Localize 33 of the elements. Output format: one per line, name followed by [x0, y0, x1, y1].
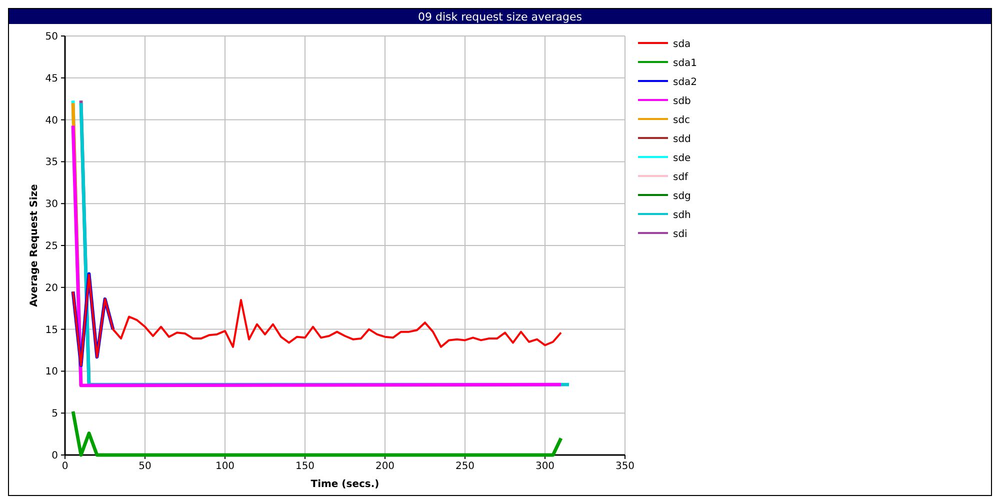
x-tick-label: 50: [138, 461, 152, 472]
legend-label: sdf: [673, 172, 689, 183]
y-axis-title: Average Request Size: [29, 184, 40, 307]
legend-label: sda: [673, 39, 691, 50]
x-axis-title: Time (secs.): [310, 479, 380, 490]
x-tick-label: 250: [455, 461, 475, 472]
x-tick-label: 300: [535, 461, 555, 472]
legend-label: sda2: [673, 77, 698, 88]
y-tick-label: 30: [45, 199, 58, 210]
y-tick-label: 45: [45, 73, 58, 84]
y-tick-label: 0: [52, 450, 58, 462]
y-tick-label: 5: [52, 408, 58, 420]
y-tick-label: 35: [45, 157, 58, 168]
y-tick-label: 50: [45, 32, 58, 42]
legend-label: sdi: [673, 229, 688, 240]
legend-label: sdb: [673, 96, 691, 107]
legend-label: sdh: [673, 210, 691, 221]
x-tick-label: 150: [295, 461, 315, 472]
y-tick-label: 25: [45, 241, 58, 252]
chart-title: 09 disk request size averages: [418, 10, 582, 24]
y-tick-label: 20: [45, 282, 58, 294]
y-tick-label: 40: [45, 115, 58, 126]
x-tick-label: 350: [615, 461, 635, 472]
x-tick-label: 0: [62, 461, 68, 472]
x-tick-label: 200: [375, 461, 395, 472]
y-tick-label: 10: [45, 366, 58, 378]
legend-label: sde: [673, 153, 691, 164]
legend-label: sda1: [673, 58, 698, 69]
x-tick-label: 100: [215, 461, 235, 472]
y-tick-label: 15: [45, 324, 58, 336]
legend-label: sdc: [673, 115, 690, 126]
legend-label: sdg: [673, 191, 691, 202]
legend-label: sdd: [673, 134, 691, 145]
